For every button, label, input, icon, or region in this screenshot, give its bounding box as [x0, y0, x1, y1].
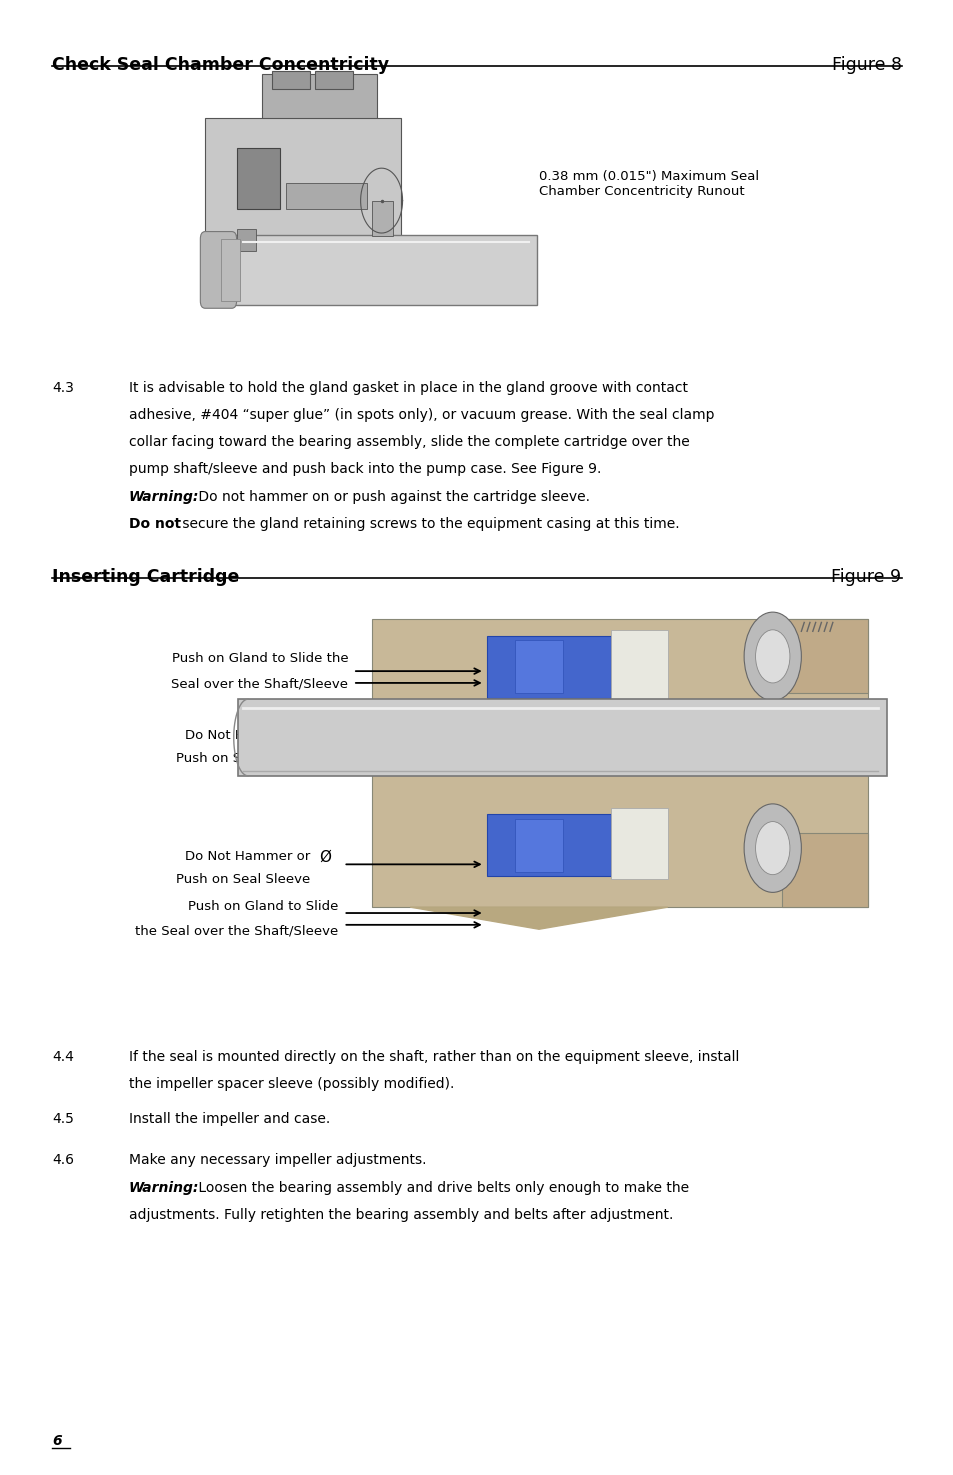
- Text: Figure 9: Figure 9: [830, 568, 901, 586]
- Text: the impeller spacer sleeve (possibly modified).: the impeller spacer sleeve (possibly mod…: [129, 1077, 454, 1092]
- FancyBboxPatch shape: [272, 71, 310, 88]
- Text: Warning:: Warning:: [129, 1180, 199, 1195]
- Text: Warning:: Warning:: [129, 490, 199, 503]
- Circle shape: [743, 804, 801, 892]
- Text: pump shaft/sleeve and push back into the pump case. See Figure 9.: pump shaft/sleeve and push back into the…: [129, 463, 600, 476]
- FancyBboxPatch shape: [781, 620, 867, 693]
- Polygon shape: [410, 907, 667, 929]
- Text: Check Seal Chamber Concentricity: Check Seal Chamber Concentricity: [52, 56, 389, 74]
- FancyBboxPatch shape: [515, 819, 562, 872]
- Text: 4.4: 4.4: [52, 1050, 74, 1063]
- FancyBboxPatch shape: [286, 183, 367, 209]
- Circle shape: [755, 822, 789, 875]
- Text: Do not: Do not: [129, 516, 181, 531]
- Text: adjustments. Fully retighten the bearing assembly and belts after adjustment.: adjustments. Fully retighten the bearing…: [129, 1208, 673, 1221]
- Text: Ø: Ø: [319, 850, 332, 864]
- FancyBboxPatch shape: [205, 118, 400, 236]
- FancyBboxPatch shape: [314, 71, 353, 88]
- Text: Push on Seal Sleeve: Push on Seal Sleeve: [175, 873, 310, 886]
- FancyBboxPatch shape: [372, 620, 867, 907]
- FancyBboxPatch shape: [200, 232, 236, 308]
- Text: Do Not Hammer or: Do Not Hammer or: [185, 729, 310, 742]
- Text: Do Not Hammer or: Do Not Hammer or: [185, 850, 310, 863]
- Text: Seal over the Shaft/Sleeve: Seal over the Shaft/Sleeve: [171, 677, 348, 690]
- Text: Loosen the bearing assembly and drive belts only enough to make the: Loosen the bearing assembly and drive be…: [193, 1180, 688, 1195]
- Text: Push on Gland to Slide the: Push on Gland to Slide the: [172, 652, 348, 665]
- Text: 6: 6: [52, 1435, 62, 1448]
- Text: Install the impeller and case.: Install the impeller and case.: [129, 1112, 330, 1125]
- FancyBboxPatch shape: [515, 640, 562, 693]
- FancyBboxPatch shape: [372, 201, 393, 236]
- FancyBboxPatch shape: [221, 239, 240, 301]
- Text: 4.3: 4.3: [52, 381, 74, 394]
- FancyBboxPatch shape: [486, 636, 610, 698]
- FancyBboxPatch shape: [610, 808, 667, 879]
- Text: 0.38 mm (0.015") Maximum Seal
Chamber Concentricity Runout: 0.38 mm (0.015") Maximum Seal Chamber Co…: [538, 170, 759, 198]
- Circle shape: [755, 630, 789, 683]
- FancyBboxPatch shape: [205, 235, 537, 305]
- Text: adhesive, #404 “super glue” (in spots only), or vacuum grease. With the seal cla: adhesive, #404 “super glue” (in spots on…: [129, 407, 714, 422]
- Text: Make any necessary impeller adjustments.: Make any necessary impeller adjustments.: [129, 1153, 426, 1167]
- FancyBboxPatch shape: [262, 74, 376, 121]
- Text: Ø: Ø: [319, 729, 332, 743]
- Text: Push on Gland to Slide: Push on Gland to Slide: [188, 900, 338, 913]
- Text: If the seal is mounted directly on the shaft, rather than on the equipment sleev: If the seal is mounted directly on the s…: [129, 1050, 739, 1063]
- FancyBboxPatch shape: [486, 814, 610, 876]
- Text: Figure 8: Figure 8: [831, 56, 901, 74]
- Text: 4.6: 4.6: [52, 1153, 74, 1167]
- Text: the Seal over the Shaft/Sleeve: the Seal over the Shaft/Sleeve: [135, 925, 338, 938]
- Text: Inserting Cartridge: Inserting Cartridge: [52, 568, 239, 586]
- Text: collar facing toward the bearing assembly, slide the complete cartridge over the: collar facing toward the bearing assembl…: [129, 435, 689, 448]
- Text: secure the gland retaining screws to the equipment casing at this time.: secure the gland retaining screws to the…: [178, 516, 679, 531]
- Text: Do not hammer on or push against the cartridge sleeve.: Do not hammer on or push against the car…: [193, 490, 589, 503]
- Circle shape: [743, 612, 801, 701]
- FancyBboxPatch shape: [236, 229, 255, 251]
- FancyBboxPatch shape: [610, 630, 667, 701]
- Text: Push on Seal Sleeve: Push on Seal Sleeve: [175, 752, 310, 766]
- FancyBboxPatch shape: [781, 833, 867, 907]
- FancyBboxPatch shape: [236, 148, 279, 209]
- Text: It is advisable to hold the gland gasket in place in the gland groove with conta: It is advisable to hold the gland gasket…: [129, 381, 687, 394]
- FancyBboxPatch shape: [238, 699, 886, 776]
- Text: 4.5: 4.5: [52, 1112, 74, 1125]
